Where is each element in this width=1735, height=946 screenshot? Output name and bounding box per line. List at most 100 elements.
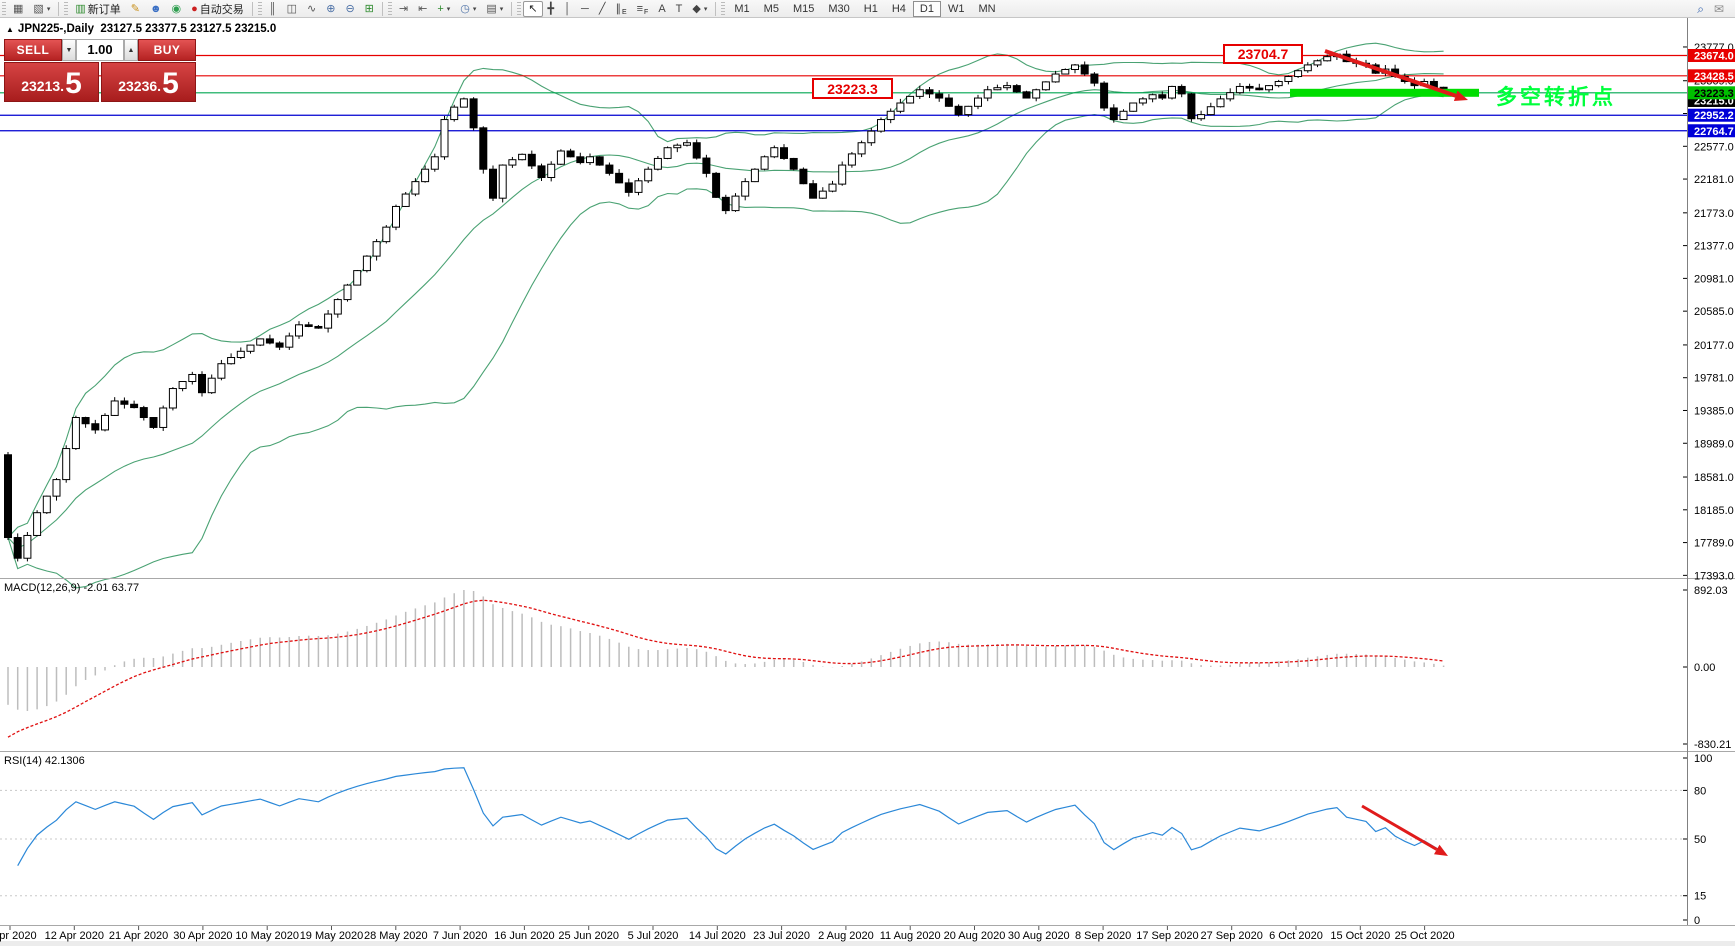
new-chart-icon[interactable]: ▦ — [8, 1, 28, 17]
tile-windows-icon[interactable]: ⊞ — [360, 1, 379, 17]
price-axis-tick: 19385.0 — [1694, 405, 1734, 417]
auto-trading-button[interactable]: ● 自动交易 — [186, 1, 249, 17]
timeframe-d1[interactable]: D1 — [912, 0, 941, 17]
zoom-out-icon[interactable]: ⊖ — [340, 1, 359, 17]
svg-text:23428.5: 23428.5 — [1694, 71, 1734, 83]
price-annotation-label[interactable]: 23223.3 — [812, 78, 893, 99]
line-chart-icon[interactable]: ∿ — [302, 1, 321, 17]
search-icon[interactable]: ⌕ — [1692, 1, 1709, 17]
date-axis-label: 30 Apr 2020 — [173, 930, 232, 942]
timeframe-m30[interactable]: M30 — [828, 2, 850, 15]
vertical-line-tool[interactable]: │ — [559, 1, 576, 17]
candle — [285, 332, 294, 350]
add-indicator-icon[interactable]: + ▾ — [432, 1, 455, 17]
svg-text:23674.0: 23674.0 — [1694, 50, 1734, 62]
candle — [712, 171, 721, 198]
buy-price-display[interactable]: 23236. 5 — [101, 62, 196, 102]
candle — [265, 334, 274, 345]
horizontal-line-tool: ─ — [581, 2, 589, 15]
arrows-tool[interactable]: ◆ ▾ — [687, 1, 712, 17]
sell-price-display[interactable]: 23213. 5 — [4, 62, 99, 102]
date-axis-label: 6 Oct 2020 — [1269, 930, 1323, 942]
chart-shift-icon[interactable]: ⇤ — [413, 1, 432, 17]
community-icon[interactable]: ☻ — [145, 1, 167, 17]
candle — [227, 353, 236, 365]
candle — [353, 269, 362, 286]
timeframe-m5[interactable]: M5 — [763, 2, 779, 15]
equidistant-channel-tool[interactable]: ∥ E — [610, 1, 631, 17]
chart-title: ▲ JPN225-,Daily 23127.5 23377.5 23127.5 2… — [6, 23, 276, 35]
candle — [304, 321, 313, 328]
chart-profiles-icon[interactable]: ▧ ▾ — [28, 1, 55, 17]
buy-button[interactable]: BUY — [138, 39, 196, 61]
cn-annotation-bull-bear-turning-point[interactable]: 多空转折点 — [1496, 85, 1616, 109]
candle — [1303, 62, 1312, 73]
chevron-down-icon[interactable]: ▾ — [703, 5, 708, 13]
timeframe-h1[interactable]: H1 — [863, 2, 878, 15]
candle — [275, 341, 284, 351]
candle — [954, 104, 963, 117]
bar-chart-icon[interactable]: ║ — [264, 1, 282, 17]
crosshair-tool[interactable]: ╋ — [543, 1, 560, 17]
candle — [780, 144, 788, 160]
date-axis-label: 21 Apr 2020 — [109, 930, 168, 942]
signals-icon[interactable]: ◉ — [167, 1, 187, 17]
candle — [847, 152, 856, 168]
red-trend-arrow-rsi[interactable] — [1361, 804, 1448, 856]
periods-icon[interactable]: ◷ ▾ — [455, 1, 481, 17]
text-tool[interactable]: A — [653, 1, 670, 17]
price-annotation-label[interactable]: 23704.7 — [1223, 44, 1303, 64]
timeframe-w1[interactable]: W1 — [947, 2, 965, 15]
date-axis-label: 16 Jun 2020 — [494, 930, 555, 942]
candle — [537, 163, 546, 182]
volume-spin-up-button[interactable]: ▲ — [124, 39, 138, 61]
fibonacci-tool[interactable]: ≡ F — [632, 1, 654, 17]
svg-text:23223.3: 23223.3 — [827, 81, 878, 97]
community-icon: ☻ — [149, 2, 162, 15]
timeframe-mn[interactable]: MN — [978, 2, 996, 15]
price-axis-badge-22764.7: 22764.7 — [1688, 124, 1735, 138]
candlestick-chart-icon[interactable]: ◫ — [282, 1, 302, 17]
candle — [411, 178, 420, 197]
chevron-down-icon[interactable]: ▾ — [446, 5, 451, 13]
chevron-down-icon[interactable]: ▾ — [46, 5, 51, 13]
horizontal-line-tool[interactable]: ─ — [576, 1, 594, 17]
bollinger-middle-band — [7, 73, 1444, 549]
text-label-tool[interactable]: T — [671, 1, 688, 17]
red-trend-arrow-main[interactable] — [1324, 49, 1468, 101]
volume-input[interactable]: 1.00 — [76, 39, 124, 61]
chat-icon[interactable]: ✉ — [1709, 1, 1729, 17]
timeframe-h4[interactable]: H4 — [891, 2, 906, 15]
candle — [421, 165, 430, 183]
equidistant-channel-tool-sub: E — [621, 8, 627, 16]
bollinger-upper-band — [7, 42, 1444, 538]
candle — [1022, 90, 1031, 99]
candle — [750, 168, 759, 183]
styles-icon[interactable]: ✎ — [126, 1, 145, 17]
candle — [450, 104, 459, 122]
candle — [489, 165, 497, 201]
price-axis-tick: 19781.0 — [1694, 373, 1734, 385]
cursor-tool[interactable]: ↖ — [523, 0, 543, 17]
chevron-down-icon[interactable]: ▾ — [499, 5, 504, 13]
candle — [605, 162, 614, 176]
zoom-in-icon[interactable]: ⊕ — [321, 1, 340, 17]
candle — [818, 187, 827, 199]
candle — [1003, 81, 1012, 91]
sell-button[interactable]: SELL — [4, 39, 62, 61]
chevron-down-icon[interactable]: ▾ — [472, 5, 477, 13]
date-axis-label: 11 Aug 2020 — [880, 930, 941, 942]
timeframe-m1[interactable]: M1 — [734, 2, 750, 15]
volume-spin-down-button[interactable]: ▼ — [62, 39, 76, 61]
timeframe-m15[interactable]: M15 — [792, 2, 815, 15]
thick-green-support-bar[interactable] — [1290, 88, 1479, 97]
candle — [23, 532, 32, 562]
date-axis-label: 8 Sep 2020 — [1075, 930, 1131, 942]
templates-icon[interactable]: ▤ ▾ — [481, 1, 508, 17]
auto-scroll-icon[interactable]: ⇥ — [394, 1, 413, 17]
trendline-tool[interactable]: ╱ — [594, 1, 611, 17]
new-order-button[interactable]: ▥ 新订单 — [70, 1, 125, 17]
candle — [1177, 84, 1186, 98]
collapse-triangle-icon[interactable]: ▲ — [6, 25, 14, 34]
